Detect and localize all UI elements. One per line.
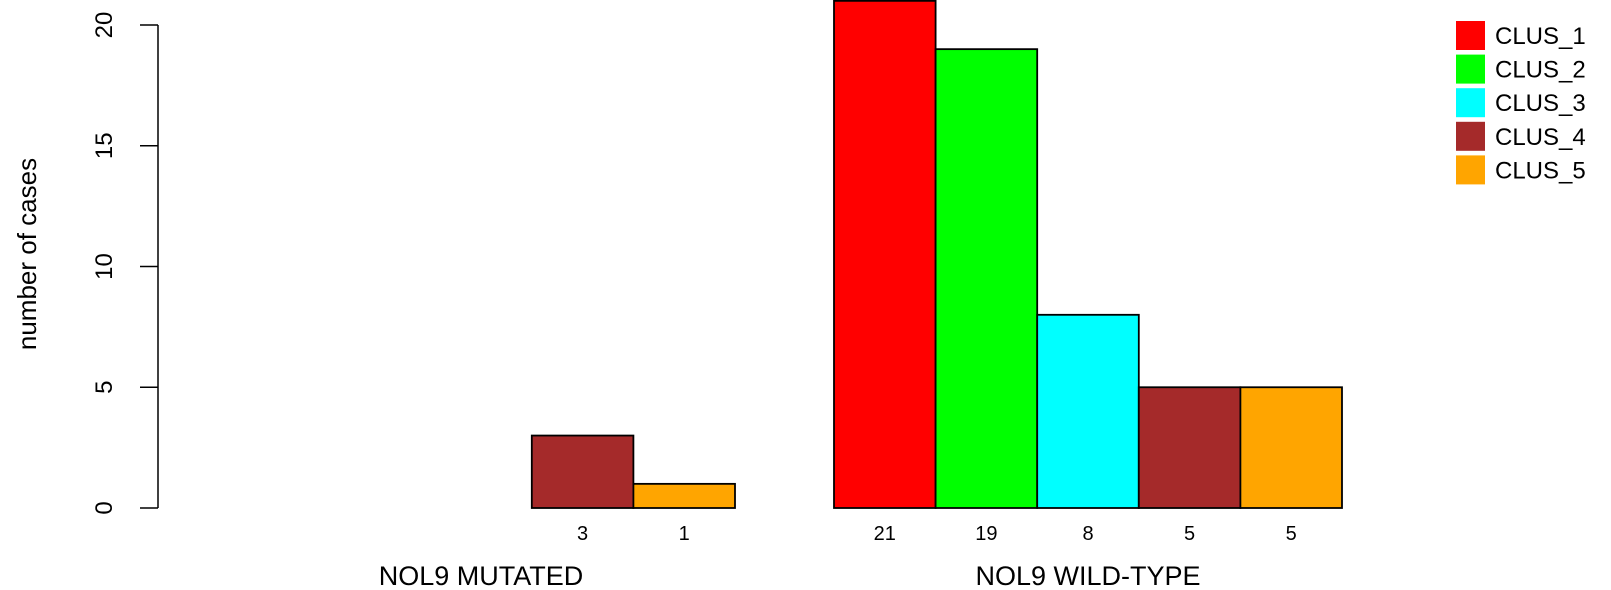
legend-item: CLUS_1 (1456, 21, 1586, 50)
bar-value-label: 5 (1184, 523, 1195, 545)
y-tick-label: 5 (91, 381, 118, 394)
y-tick-label: 20 (91, 12, 118, 39)
group-labels: NOL9 MUTATED NOL9 WILD-TYPE (379, 561, 1201, 590)
legend: CLUS_1 CLUS_2 CLUS_3 CLUS_4 CLUS_5 (1456, 21, 1586, 185)
bar-value-label: 5 (1286, 523, 1297, 545)
legend-swatch (1456, 121, 1485, 151)
bar-value-label: 1 (679, 523, 690, 545)
legend-item: CLUS_3 (1456, 88, 1586, 118)
legend-label: CLUS_2 (1495, 57, 1586, 84)
bar-clus-4 (1137, 386, 1242, 509)
legend-label: CLUS_1 (1495, 23, 1586, 50)
legend-swatch (1456, 54, 1485, 84)
bar-value-label: 21 (874, 523, 896, 545)
legend-item: CLUS_4 (1456, 121, 1586, 151)
bar-value-label: 3 (577, 523, 588, 545)
legend-item: CLUS_2 (1456, 54, 1586, 84)
y-axis-label: number of cases (12, 158, 42, 350)
legend-label: CLUS_5 (1495, 157, 1586, 184)
bar-clus-2 (934, 48, 1039, 509)
legend-label: CLUS_3 (1495, 90, 1586, 117)
bar-clus-5 (1239, 386, 1343, 509)
bars (530, 0, 1343, 509)
group-label: NOL9 MUTATED (379, 561, 584, 590)
bar-clus-4 (530, 434, 635, 509)
bar-clus-5 (632, 482, 736, 509)
y-tick-label: 15 (91, 132, 118, 159)
bar-value-label: 19 (975, 523, 997, 545)
legend-item: CLUS_5 (1456, 155, 1586, 185)
legend-swatch (1456, 21, 1485, 50)
legend-label: CLUS_4 (1495, 124, 1586, 151)
bar-clus-3 (1036, 313, 1140, 509)
group-label: NOL9 WILD-TYPE (975, 561, 1200, 590)
y-tick-label: 10 (91, 253, 118, 280)
value-labels: 3 1 21 19 8 5 5 (577, 523, 1297, 545)
y-tick-label: 0 (91, 501, 118, 514)
bar-clus-1 (833, 0, 937, 509)
y-axis: 0 5 10 15 20 (91, 12, 159, 515)
legend-swatch (1456, 155, 1485, 185)
bar-value-label: 8 (1082, 523, 1093, 545)
legend-swatch (1456, 88, 1485, 118)
